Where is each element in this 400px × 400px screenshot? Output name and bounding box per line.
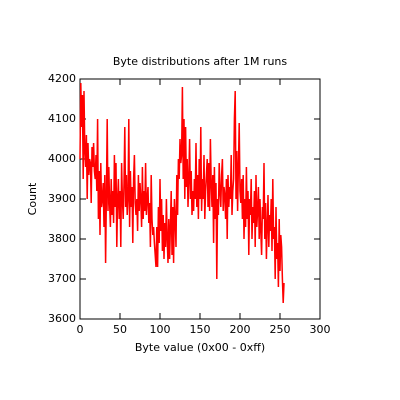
x-tick-label: 50 <box>113 323 127 336</box>
y-tick-label: 3600 <box>48 312 76 325</box>
y-tick-label: 3700 <box>48 272 76 285</box>
x-tick-label: 200 <box>230 323 251 336</box>
y-tick-label: 4000 <box>48 152 76 165</box>
y-tick-label: 3800 <box>48 232 76 245</box>
chart-title: Byte distributions after 1M runs <box>113 55 288 68</box>
x-tick-label: 0 <box>77 323 84 336</box>
x-tick-label: 100 <box>150 323 171 336</box>
y-axis-label: Count <box>26 182 39 215</box>
data-line <box>79 82 285 304</box>
y-tick-label: 3900 <box>48 192 76 205</box>
y-tick-label: 4200 <box>48 72 76 85</box>
x-axis-label: Byte value (0x00 - 0xff) <box>135 341 265 354</box>
x-tick-label: 250 <box>270 323 291 336</box>
x-tick-label: 300 <box>310 323 331 336</box>
x-tick-label: 150 <box>190 323 211 336</box>
y-tick-label: 4100 <box>48 112 76 125</box>
